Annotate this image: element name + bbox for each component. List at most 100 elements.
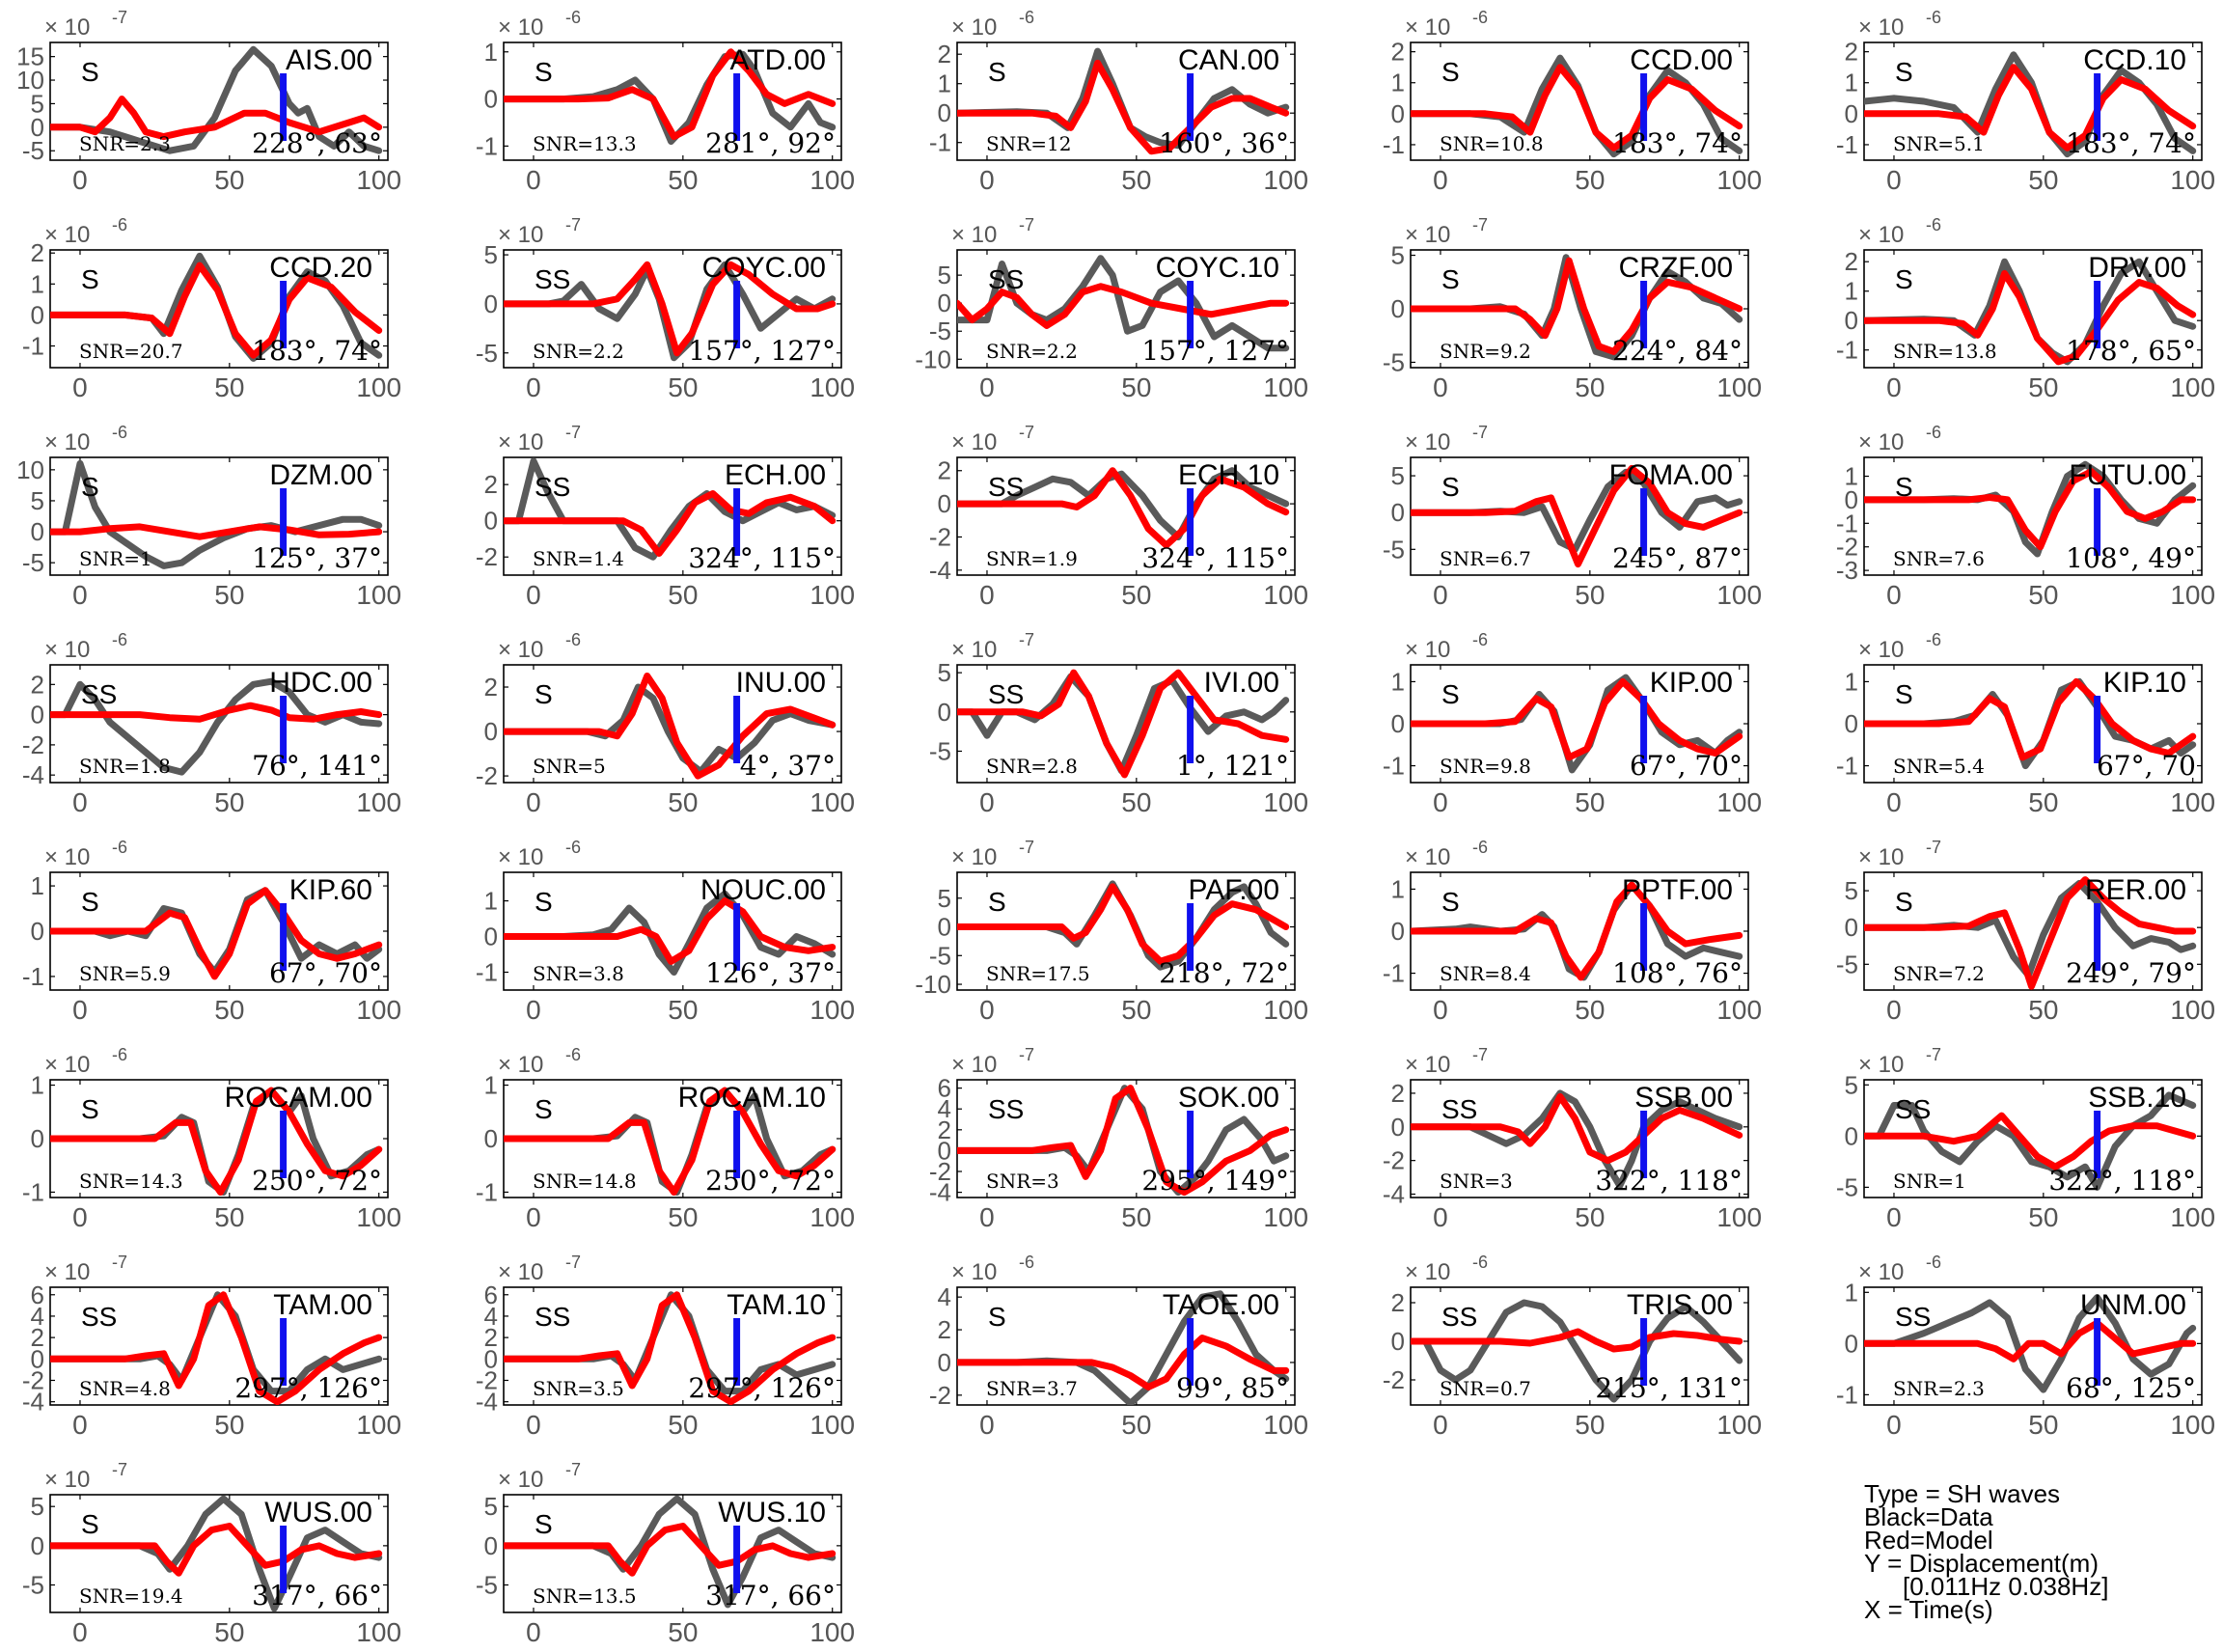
curves-group	[504, 1291, 837, 1405]
axes-box	[956, 1079, 1296, 1198]
y-exponent-power: -7	[112, 1460, 127, 1479]
x-tick-label: 100	[356, 580, 401, 610]
x-tick-label: 100	[356, 165, 401, 195]
x-tick-label: 100	[810, 165, 855, 195]
azimuth-label: 249°, 79°	[2066, 957, 2196, 989]
y-tick-label: 6	[31, 1280, 44, 1309]
x-tick-label: 100	[1716, 787, 1762, 817]
y-exponent-power: -7	[112, 8, 127, 27]
x-tick-label: 100	[1716, 995, 1762, 1025]
subplot-wus-10: 0 50 100 -5 0 5× 10 -7 S WUS.10 SNR=13.5 317°, 66°	[476, 1460, 855, 1647]
y-exponent-power: -7	[565, 423, 581, 442]
y-tick-label: 2	[31, 670, 44, 699]
y-exponent-label: × 10	[1858, 429, 1904, 455]
axes-box	[1410, 1079, 1749, 1198]
y-tick-label: 5	[1845, 1070, 1858, 1099]
curves-group	[50, 459, 383, 569]
x-tick-label: 100	[2170, 372, 2215, 402]
y-exponent-label: × 10	[1858, 844, 1904, 870]
x-tick-label: 100	[2170, 995, 2215, 1025]
model-trace	[1411, 881, 1743, 981]
y-exponent-label: × 10	[951, 637, 997, 663]
phase-label: SS	[81, 1302, 117, 1332]
curves-group	[957, 47, 1290, 155]
y-tick-label: -5	[476, 1571, 498, 1600]
curves-group	[50, 887, 383, 980]
x-tick-label: 0	[1886, 580, 1902, 610]
subplot-taoe-00: 0 50 100 -2 0 2 4× 10 -6 S TAOE.00 SNR=3.7 99°, 85°	[929, 1253, 1308, 1440]
x-tick-label: 50	[214, 995, 244, 1025]
curves-group	[1864, 51, 2197, 158]
curves-group	[1864, 1294, 2197, 1393]
x-tick-label: 50	[1121, 580, 1151, 610]
phase-label: S	[81, 264, 99, 294]
legend-frequency-band: [0.011Hz 0.038Hz]	[1903, 1572, 2109, 1601]
y-tick-label: 2	[1391, 1079, 1405, 1108]
x-tick-label: 100	[810, 1202, 855, 1232]
station-label: DRV.00	[2088, 252, 2186, 284]
x-tick-label: 100	[2170, 165, 2215, 195]
y-tick-label: 0	[1391, 498, 1405, 527]
x-tick-label: 0	[526, 995, 541, 1025]
model-trace	[504, 673, 837, 780]
x-tick-label: 0	[979, 1202, 995, 1232]
data-trace	[957, 880, 1290, 971]
y-exponent-power: -6	[112, 630, 127, 649]
y-exponent-power: -6	[1019, 1253, 1034, 1272]
azimuth-label: 322°, 118°	[1595, 1165, 1743, 1197]
curves-group	[50, 1087, 383, 1196]
y-exponent-label: × 10	[44, 429, 90, 455]
x-tick-label: 50	[214, 1410, 244, 1440]
azimuth-label: 250°, 72°	[705, 1165, 836, 1197]
x-tick-label: 0	[979, 165, 995, 195]
phase-label: S	[1895, 679, 1913, 709]
curves-group	[50, 1495, 383, 1612]
y-tick-label: -1	[1836, 752, 1858, 781]
x-tick-label: 100	[1263, 165, 1308, 195]
y-exponent-label: × 10	[1405, 1052, 1450, 1078]
y-tick-label: 0	[938, 289, 951, 317]
y-tick-label: 1	[1391, 69, 1405, 97]
x-tick-label: 100	[1716, 580, 1762, 610]
station-label: WUS.10	[718, 1497, 826, 1528]
azimuth-label: 245°, 87°	[1612, 542, 1743, 574]
azimuth-label: 68°, 125°	[2066, 1372, 2196, 1404]
x-tick-label: 50	[1121, 1202, 1151, 1232]
model-trace	[50, 262, 383, 359]
y-tick-label: 0	[938, 1136, 951, 1165]
x-tick-label: 50	[1121, 787, 1151, 817]
phase-label: SS	[1895, 1094, 1931, 1124]
phase-label: SS	[988, 264, 1024, 294]
y-tick-label: 2	[1845, 247, 1858, 276]
phase-label: S	[81, 1509, 99, 1539]
y-tick-label: -5	[929, 317, 951, 345]
x-tick-label: 50	[668, 1202, 698, 1232]
y-tick-label: 4	[938, 1282, 951, 1311]
axes-box	[956, 1286, 1296, 1406]
y-exponent-label: × 10	[44, 1259, 90, 1285]
x-tick-label: 100	[1263, 372, 1308, 402]
curves-group	[957, 467, 1290, 549]
y-exponent-power: -6	[565, 8, 581, 27]
phase-label: S	[1441, 57, 1460, 87]
y-exponent-label: × 10	[498, 1259, 543, 1285]
subplot-ivi-00: 0 50 100 -5 0 5× 10 -7 SS IVI.00 SNR=2.8 1°, 121°	[929, 630, 1308, 817]
y-tick-label: -5	[929, 941, 951, 970]
model-trace	[957, 883, 1290, 965]
station-label: TAM.10	[727, 1289, 826, 1321]
y-exponent-power: -7	[1472, 215, 1488, 234]
y-exponent-label: × 10	[44, 1052, 90, 1078]
y-exponent-power: -7	[1926, 1045, 1941, 1064]
snr-label: SNR=8.4	[1440, 962, 1531, 985]
x-tick-label: 50	[1575, 580, 1605, 610]
y-tick-label: -2	[929, 1157, 951, 1186]
phase-label: S	[1441, 472, 1460, 502]
subplot-inu-00: 0 50 100 -2 0 2× 10 -6 S INU.00 SNR=5 4°, 37°	[476, 630, 855, 817]
curves-group	[957, 1085, 1290, 1197]
azimuth-label: 99°, 85°	[1176, 1372, 1289, 1404]
model-trace	[1411, 464, 1743, 568]
phase-label: S	[1895, 887, 1913, 917]
model-trace	[1411, 257, 1743, 355]
